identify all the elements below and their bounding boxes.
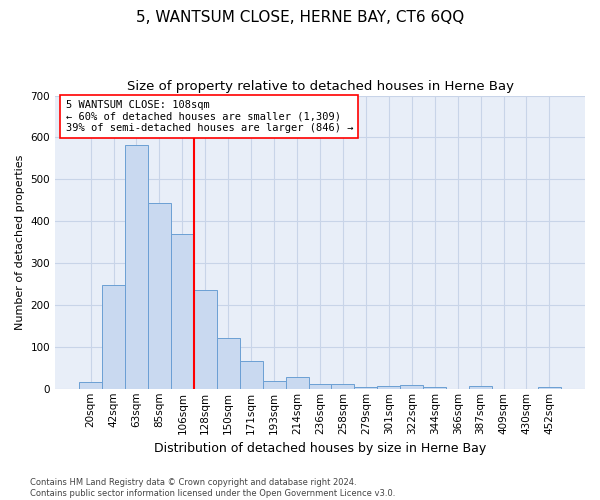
Bar: [355, 386, 377, 389]
Bar: [102, 286, 125, 389]
Bar: [171, 234, 194, 389]
Bar: [263, 381, 286, 389]
Title: Size of property relative to detached houses in Herne Bay: Size of property relative to detached ho…: [127, 80, 514, 93]
Bar: [469, 386, 492, 389]
Y-axis label: Number of detached properties: Number of detached properties: [15, 154, 25, 330]
Bar: [308, 384, 331, 389]
Bar: [148, 203, 171, 389]
Bar: [538, 386, 561, 389]
Text: 5 WANTSUM CLOSE: 108sqm
← 60% of detached houses are smaller (1,309)
39% of semi: 5 WANTSUM CLOSE: 108sqm ← 60% of detache…: [65, 100, 353, 133]
Bar: [286, 377, 308, 389]
Bar: [79, 382, 102, 389]
Bar: [400, 386, 423, 389]
Bar: [240, 360, 263, 389]
Bar: [217, 338, 240, 389]
Bar: [423, 386, 446, 389]
Text: 5, WANTSUM CLOSE, HERNE BAY, CT6 6QQ: 5, WANTSUM CLOSE, HERNE BAY, CT6 6QQ: [136, 10, 464, 25]
Bar: [331, 384, 355, 389]
Bar: [194, 290, 217, 389]
Text: Contains HM Land Registry data © Crown copyright and database right 2024.
Contai: Contains HM Land Registry data © Crown c…: [30, 478, 395, 498]
X-axis label: Distribution of detached houses by size in Herne Bay: Distribution of detached houses by size …: [154, 442, 486, 455]
Bar: [125, 144, 148, 389]
Bar: [377, 386, 400, 389]
